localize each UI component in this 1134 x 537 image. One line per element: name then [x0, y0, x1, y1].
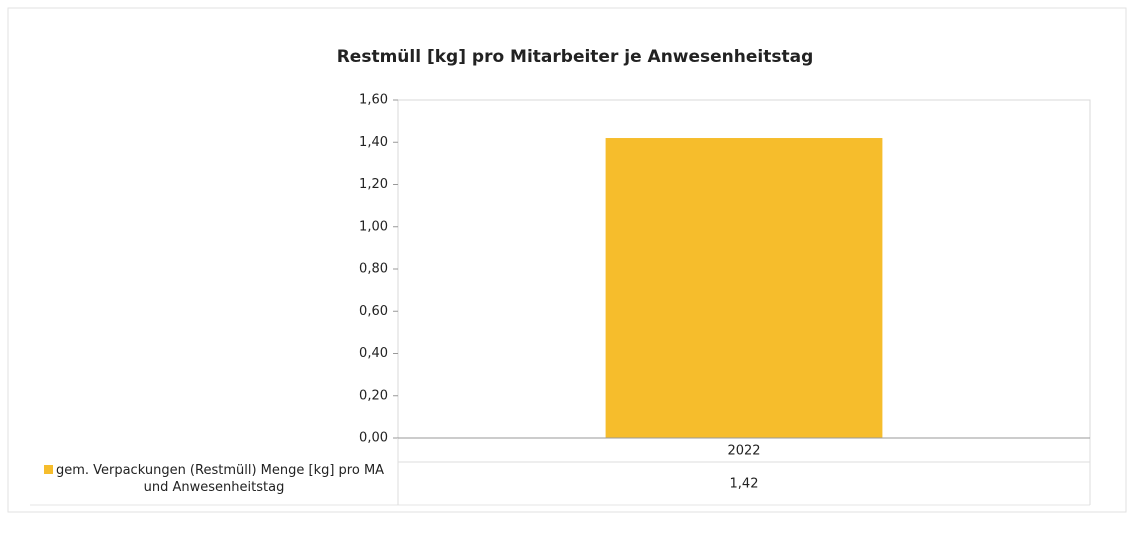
y-tick-label: 1,40	[359, 135, 388, 150]
legend-label: gem. Verpackungen (Restmüll) Menge [kg] …	[55, 463, 385, 495]
x-tick-label: 2022	[727, 444, 760, 459]
y-tick-label: 1,00	[359, 219, 388, 234]
table-value: 1,42	[730, 477, 759, 492]
y-tick-label: 0,80	[359, 262, 388, 277]
legend: gem. Verpackungen (Restmüll) Menge [kg] …	[30, 462, 398, 496]
y-tick-label: 0,20	[359, 388, 388, 403]
y-tick-label: 0,60	[359, 304, 388, 319]
bar	[605, 138, 883, 438]
legend-swatch	[43, 465, 53, 474]
chart-border	[7, 7, 1127, 513]
y-tick-label: 1,60	[359, 93, 388, 108]
chart-title: Restmüll [kg] pro Mitarbeiter je Anwesen…	[337, 47, 814, 67]
y-tick-label: 0,40	[359, 346, 388, 361]
y-tick-label: 0,00	[359, 431, 388, 446]
y-tick-label: 1,20	[359, 177, 388, 192]
